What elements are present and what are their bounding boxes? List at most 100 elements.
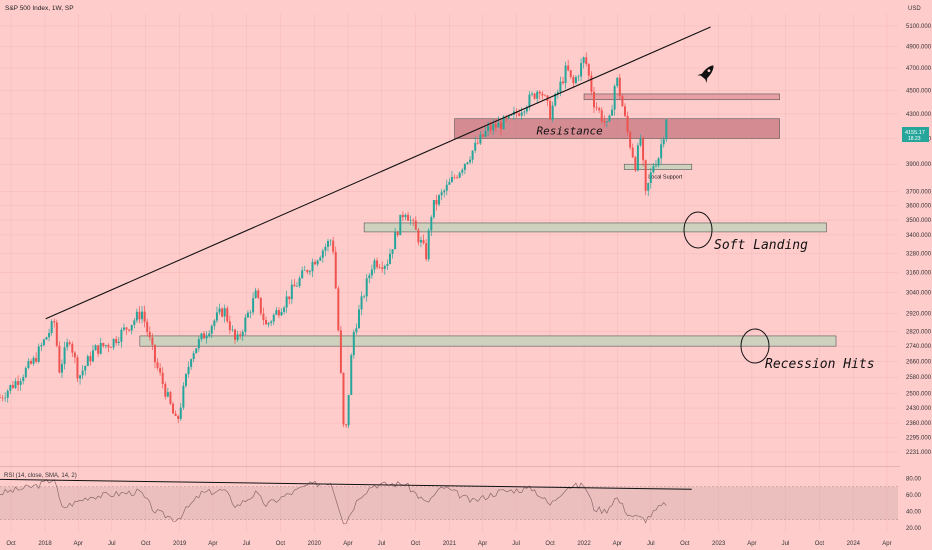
candle-body xyxy=(231,329,234,331)
candle-body xyxy=(40,345,43,347)
candle-body xyxy=(412,220,415,221)
time-tick-label: Jul xyxy=(512,541,520,547)
time-tick-label: Apr xyxy=(208,541,217,547)
candle-body xyxy=(321,250,324,258)
candle-body xyxy=(324,246,327,251)
candle-body xyxy=(89,356,92,362)
rsi-tick-label: 60.00 xyxy=(906,493,922,499)
candle-body xyxy=(580,63,583,77)
candle-body xyxy=(200,333,203,340)
candle-body xyxy=(564,65,567,84)
candle-body xyxy=(445,184,448,191)
candle-body xyxy=(249,312,252,313)
candle-body xyxy=(414,220,417,230)
candle-body xyxy=(0,397,1,399)
time-tick-label: Apr xyxy=(478,541,487,547)
candle-body xyxy=(652,166,655,173)
candle-body xyxy=(332,240,335,252)
candle-body xyxy=(598,108,601,111)
candle-body xyxy=(24,367,27,378)
resistance-label: Resistance xyxy=(537,124,604,137)
candle-body xyxy=(533,93,536,99)
candle-body xyxy=(476,142,479,144)
candle-body xyxy=(554,93,557,106)
time-tick-label: 2021 xyxy=(443,541,457,547)
candle-body xyxy=(166,392,169,397)
candle-body xyxy=(611,109,614,116)
candle-body xyxy=(636,145,639,171)
price-axis[interactable]: 5100.000 4900.000 4700.000 4500.000 4300.000… xyxy=(906,24,932,456)
candle-body xyxy=(4,397,7,399)
candle-body xyxy=(435,199,438,205)
candle-body xyxy=(471,150,474,160)
candle-body xyxy=(543,95,546,97)
candle-body xyxy=(425,243,428,260)
candle-body xyxy=(112,338,115,348)
candle-body xyxy=(122,327,125,330)
candle-body xyxy=(334,251,337,289)
candle-body xyxy=(525,107,528,112)
price-tick-label: 4500.000 xyxy=(906,88,932,94)
candle-body xyxy=(270,321,273,323)
candle-body xyxy=(417,229,420,243)
time-tick-label: Jul xyxy=(378,541,386,547)
candle-body xyxy=(422,240,425,244)
candle-body xyxy=(223,308,226,317)
candle-body xyxy=(45,337,48,340)
time-tick-label: 2018 xyxy=(38,541,52,547)
candle-body xyxy=(151,337,154,345)
candle-body xyxy=(301,270,304,279)
candle-body xyxy=(148,332,151,338)
candle-body xyxy=(438,195,441,205)
candle-body xyxy=(316,260,319,265)
price-tick-label: 2660.000 xyxy=(906,359,932,365)
candle-body xyxy=(639,138,642,146)
last-price-tag: 4155.17 18.23 xyxy=(902,127,929,142)
candle-body xyxy=(99,342,102,354)
candle-body xyxy=(133,320,136,325)
candle-body xyxy=(337,288,340,331)
candle-body xyxy=(22,377,25,381)
candle-body xyxy=(84,366,87,371)
candle-body xyxy=(360,296,363,310)
rsi-tick-label: 40.00 xyxy=(906,509,922,515)
candle-body xyxy=(440,192,443,196)
candle-body xyxy=(347,394,350,426)
candle-body xyxy=(218,308,221,313)
time-tick-label: Jul xyxy=(647,541,655,547)
rsi-axis: 80.00 60.00 40.00 20.00 xyxy=(906,477,922,532)
candle-body xyxy=(277,310,280,316)
candle-body xyxy=(647,182,650,191)
rsi-tick-label: 20.00 xyxy=(906,526,922,532)
last-change-value: 18.23 xyxy=(908,136,921,142)
candle-body xyxy=(303,270,306,271)
candle-body xyxy=(644,160,647,191)
candle-body xyxy=(306,270,309,273)
candle-body xyxy=(241,331,244,336)
candle-body xyxy=(1,397,4,399)
price-tick-label: 3600.000 xyxy=(906,203,932,209)
time-axis[interactable]: Oct 2018 Apr Jul Oct 2019 Apr Jul Oct 2020 Apr Jul O… xyxy=(6,541,891,547)
candle-body xyxy=(450,176,453,183)
candle-body xyxy=(262,313,265,321)
candle-body xyxy=(352,332,355,356)
candle-body xyxy=(104,345,107,347)
rsi-line xyxy=(0,479,667,525)
candle-body xyxy=(489,125,492,131)
candle-body xyxy=(120,329,123,342)
price-zone xyxy=(454,118,780,139)
candle-body xyxy=(195,348,198,354)
candle-body xyxy=(210,325,213,334)
time-tick-label: Jul xyxy=(782,541,790,547)
candle-body xyxy=(582,57,585,64)
candle-body xyxy=(53,321,56,323)
candle-body xyxy=(73,352,76,358)
candle-body xyxy=(657,158,660,166)
candle-body xyxy=(396,231,399,236)
candle-body xyxy=(311,261,314,272)
candle-body xyxy=(81,370,84,376)
candle-body xyxy=(143,311,146,322)
candle-body xyxy=(531,93,534,95)
candle-body xyxy=(215,312,218,321)
